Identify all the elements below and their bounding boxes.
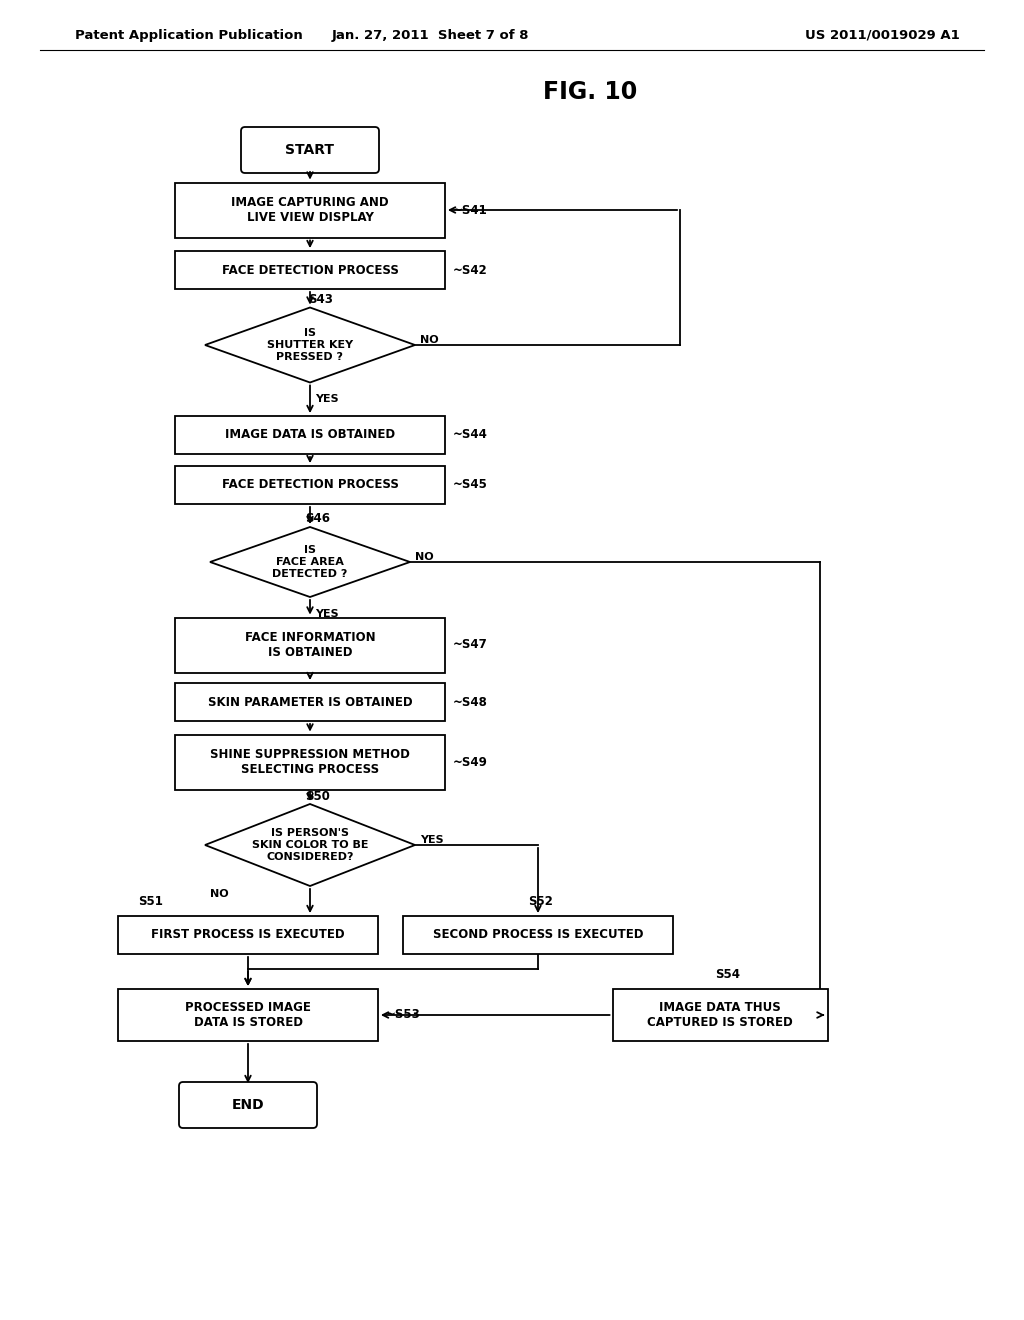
Bar (175, 182, 445, 238)
Text: ~S42: ~S42 (453, 264, 487, 276)
Text: ~S45: ~S45 (453, 479, 487, 491)
Text: NO: NO (415, 552, 433, 562)
Text: FIG. 10: FIG. 10 (543, 81, 637, 104)
Bar (118, 989, 378, 1041)
Polygon shape (205, 804, 415, 886)
Bar (175, 734, 445, 789)
Text: Jan. 27, 2011  Sheet 7 of 8: Jan. 27, 2011 Sheet 7 of 8 (331, 29, 528, 41)
Text: IS
SHUTTER KEY
PRESSED ?: IS SHUTTER KEY PRESSED ? (267, 329, 353, 362)
Text: FIRST PROCESS IS EXECUTED: FIRST PROCESS IS EXECUTED (152, 928, 345, 941)
Bar (612, 989, 827, 1041)
Text: FACE INFORMATION
IS OBTAINED: FACE INFORMATION IS OBTAINED (245, 631, 376, 659)
Text: IMAGE DATA THUS
CAPTURED IS STORED: IMAGE DATA THUS CAPTURED IS STORED (647, 1001, 793, 1030)
Text: PROCESSED IMAGE
DATA IS STORED: PROCESSED IMAGE DATA IS STORED (185, 1001, 311, 1030)
Text: IMAGE DATA IS OBTAINED: IMAGE DATA IS OBTAINED (225, 429, 395, 441)
Bar (403, 916, 673, 954)
Bar (118, 916, 378, 954)
Polygon shape (205, 308, 415, 383)
Text: NO: NO (420, 335, 438, 345)
Text: FACE DETECTION PROCESS: FACE DETECTION PROCESS (221, 479, 398, 491)
Text: ~S47: ~S47 (453, 639, 487, 652)
Text: S52: S52 (528, 895, 553, 908)
Bar (175, 682, 445, 721)
Text: IMAGE CAPTURING AND
LIVE VIEW DISPLAY: IMAGE CAPTURING AND LIVE VIEW DISPLAY (231, 195, 389, 224)
Text: S51: S51 (138, 895, 163, 908)
Text: SHINE SUPPRESSION METHOD
SELECTING PROCESS: SHINE SUPPRESSION METHOD SELECTING PROCE… (210, 748, 410, 776)
Text: S46: S46 (305, 512, 330, 525)
Text: YES: YES (315, 395, 339, 404)
Text: ~S41: ~S41 (453, 203, 487, 216)
Text: ~S53: ~S53 (386, 1008, 421, 1022)
Text: YES: YES (315, 609, 339, 619)
Polygon shape (210, 527, 410, 597)
Text: END: END (231, 1098, 264, 1111)
Bar (175, 416, 445, 454)
Text: IS
FACE AREA
DETECTED ?: IS FACE AREA DETECTED ? (272, 545, 348, 578)
Text: ~S49: ~S49 (453, 755, 487, 768)
Text: Patent Application Publication: Patent Application Publication (75, 29, 303, 41)
Text: NO: NO (210, 888, 228, 899)
Text: IS PERSON'S
SKIN COLOR TO BE
CONSIDERED?: IS PERSON'S SKIN COLOR TO BE CONSIDERED? (252, 829, 369, 862)
FancyBboxPatch shape (179, 1082, 317, 1129)
Text: S50: S50 (305, 789, 330, 803)
Bar (175, 251, 445, 289)
Text: SKIN PARAMETER IS OBTAINED: SKIN PARAMETER IS OBTAINED (208, 696, 413, 709)
Bar (175, 618, 445, 672)
Text: ~S48: ~S48 (453, 696, 487, 709)
Text: YES: YES (420, 836, 443, 845)
Text: SECOND PROCESS IS EXECUTED: SECOND PROCESS IS EXECUTED (433, 928, 643, 941)
Bar (175, 466, 445, 504)
Text: START: START (286, 143, 335, 157)
Text: US 2011/0019029 A1: US 2011/0019029 A1 (805, 29, 961, 41)
Text: S43: S43 (308, 293, 333, 306)
FancyBboxPatch shape (241, 127, 379, 173)
Text: S54: S54 (715, 968, 740, 981)
Text: FACE DETECTION PROCESS: FACE DETECTION PROCESS (221, 264, 398, 276)
Text: ~S44: ~S44 (453, 429, 487, 441)
